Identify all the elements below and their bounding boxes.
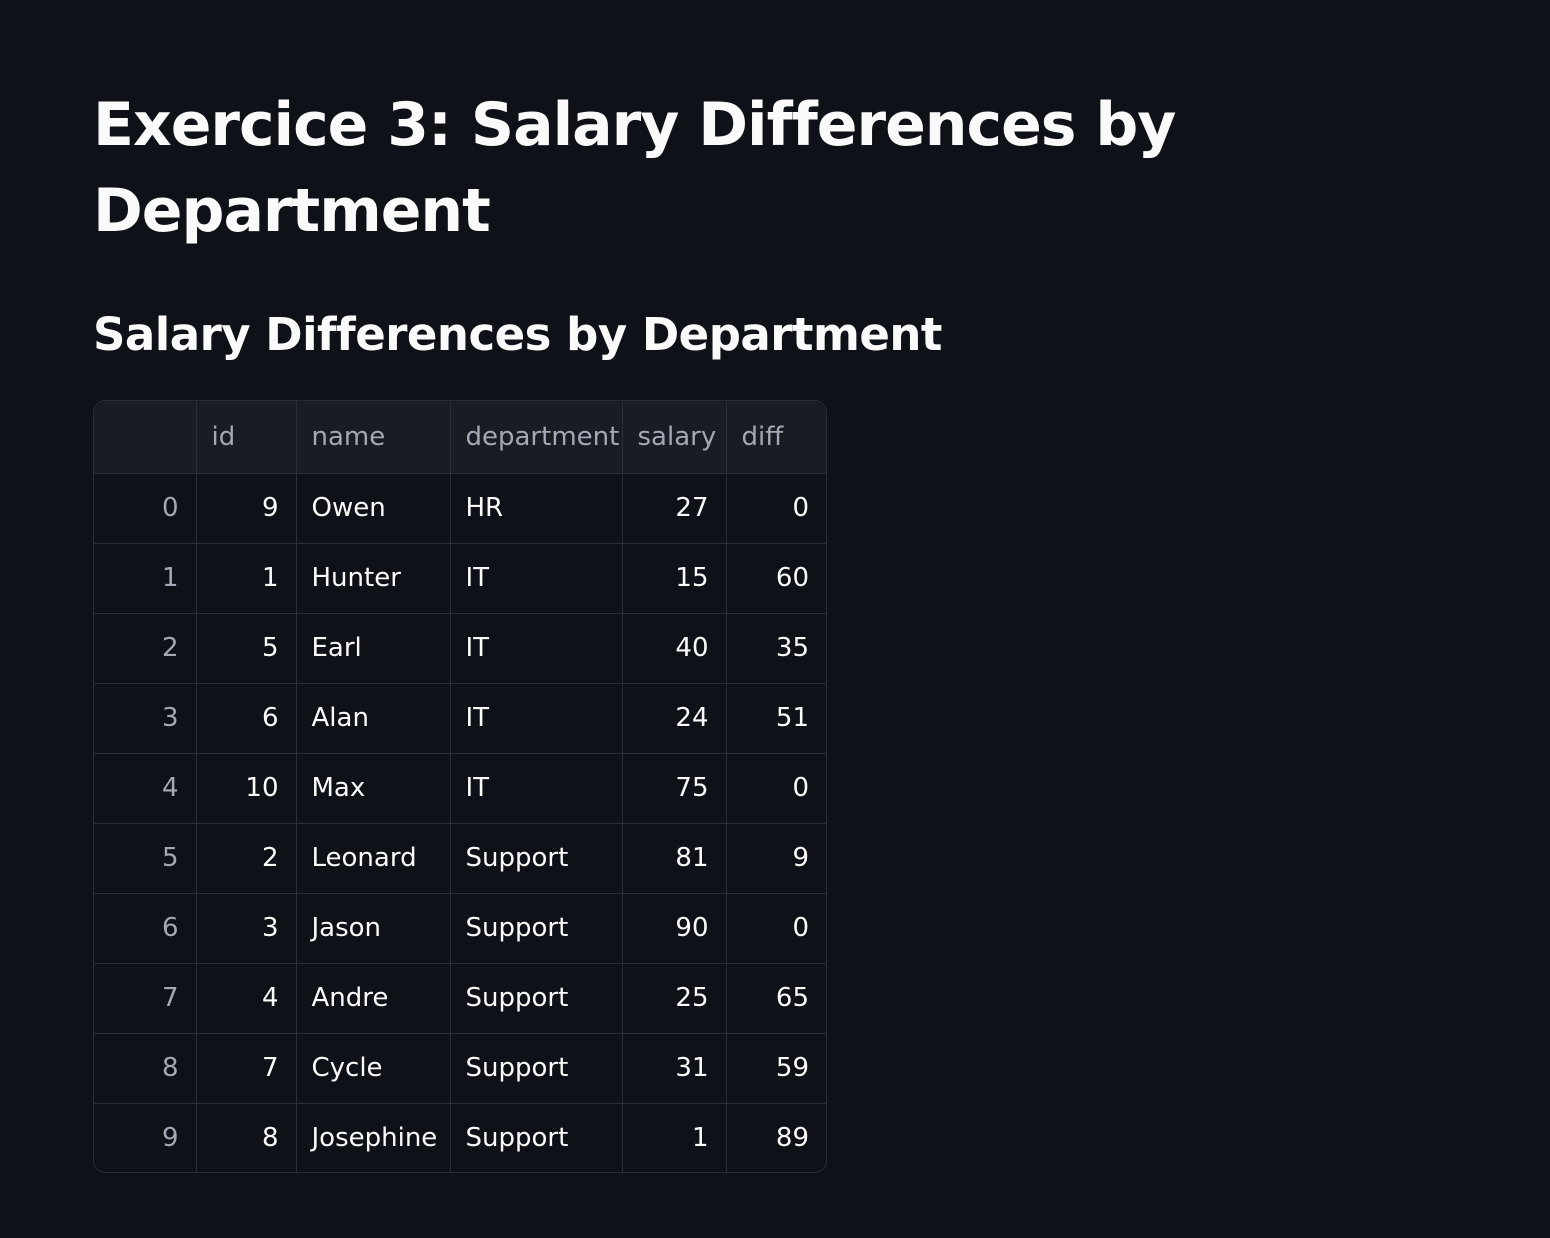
table-row: 4 10 Max IT 75 0	[94, 753, 826, 824]
name-cell[interactable]: Jason	[296, 893, 451, 964]
row-index-cell: 7	[94, 963, 197, 1034]
column-header-index[interactable]	[94, 401, 197, 474]
name-cell[interactable]: Hunter	[296, 543, 451, 614]
table-row: 7 4 Andre Support 25 65	[94, 963, 826, 1034]
row-index-cell: 8	[94, 1033, 197, 1104]
diff-cell[interactable]: 0	[726, 473, 826, 544]
page-title: Exercice 3: Salary Differences by Depart…	[93, 90, 1176, 246]
table-row: 1 1 Hunter IT 15 60	[94, 543, 826, 614]
salary-table: id name department salary diff 0 9 Owen …	[94, 401, 826, 1172]
section-subheader: Salary Differences by Department	[93, 308, 942, 361]
salary-cell[interactable]: 25	[622, 963, 727, 1034]
column-header-name[interactable]: name	[296, 401, 451, 474]
id-cell[interactable]: 9	[196, 473, 297, 544]
name-cell[interactable]: Leonard	[296, 823, 451, 894]
diff-cell[interactable]: 65	[726, 963, 826, 1034]
department-cell[interactable]: Support	[450, 823, 623, 894]
salary-cell[interactable]: 15	[622, 543, 727, 614]
name-cell[interactable]: Max	[296, 753, 451, 824]
id-cell[interactable]: 10	[196, 753, 297, 824]
column-header-id[interactable]: id	[196, 401, 297, 474]
column-header-department[interactable]: department	[450, 401, 623, 474]
department-cell[interactable]: Support	[450, 893, 623, 964]
id-cell[interactable]: 7	[196, 1033, 297, 1104]
name-cell[interactable]: Josephine	[296, 1103, 451, 1172]
department-cell[interactable]: HR	[450, 473, 623, 544]
salary-cell[interactable]: 24	[622, 683, 727, 754]
id-cell[interactable]: 5	[196, 613, 297, 684]
diff-cell[interactable]: 51	[726, 683, 826, 754]
table-row: 9 8 Josephine Support 1 89	[94, 1103, 826, 1172]
dataframe-table[interactable]: id name department salary diff 0 9 Owen …	[93, 400, 827, 1173]
department-cell[interactable]: Support	[450, 963, 623, 1034]
diff-cell[interactable]: 59	[726, 1033, 826, 1104]
table-header-row: id name department salary diff	[94, 401, 826, 474]
table-row: 3 6 Alan IT 24 51	[94, 683, 826, 754]
column-header-diff[interactable]: diff	[726, 401, 826, 474]
salary-cell[interactable]: 31	[622, 1033, 727, 1104]
column-header-salary[interactable]: salary	[622, 401, 727, 474]
diff-cell[interactable]: 0	[726, 893, 826, 964]
department-cell[interactable]: IT	[450, 683, 623, 754]
row-index-cell: 2	[94, 613, 197, 684]
name-cell[interactable]: Alan	[296, 683, 451, 754]
table-row: 8 7 Cycle Support 31 59	[94, 1033, 826, 1104]
row-index-cell: 9	[94, 1103, 197, 1172]
department-cell[interactable]: IT	[450, 613, 623, 684]
salary-cell[interactable]: 81	[622, 823, 727, 894]
salary-cell[interactable]: 40	[622, 613, 727, 684]
diff-cell[interactable]: 60	[726, 543, 826, 614]
department-cell[interactable]: Support	[450, 1033, 623, 1104]
id-cell[interactable]: 8	[196, 1103, 297, 1172]
id-cell[interactable]: 4	[196, 963, 297, 1034]
row-index-cell: 6	[94, 893, 197, 964]
id-cell[interactable]: 3	[196, 893, 297, 964]
row-index-cell: 0	[94, 473, 197, 544]
diff-cell[interactable]: 9	[726, 823, 826, 894]
name-cell[interactable]: Owen	[296, 473, 451, 544]
id-cell[interactable]: 6	[196, 683, 297, 754]
diff-cell[interactable]: 35	[726, 613, 826, 684]
salary-cell[interactable]: 90	[622, 893, 727, 964]
name-cell[interactable]: Earl	[296, 613, 451, 684]
diff-cell[interactable]: 89	[775, 1123, 809, 1154]
row-index-cell: 1	[94, 543, 197, 614]
name-cell[interactable]: Andre	[296, 963, 451, 1034]
salary-cell[interactable]: 75	[622, 753, 727, 824]
diff-cell[interactable]: 0	[726, 753, 826, 824]
salary-cell[interactable]: 27	[622, 473, 727, 544]
table-row: 6 3 Jason Support 90 0	[94, 893, 826, 964]
id-cell[interactable]: 2	[196, 823, 297, 894]
table-row: 0 9 Owen HR 27 0	[94, 473, 826, 544]
table-row: 2 5 Earl IT 40 35	[94, 613, 826, 684]
id-cell[interactable]: 1	[196, 543, 297, 614]
department-cell[interactable]: IT	[450, 753, 623, 824]
department-cell[interactable]: IT	[450, 543, 623, 614]
row-index-cell: 4	[94, 753, 197, 824]
row-index-cell: 3	[94, 683, 197, 754]
row-index-cell: 5	[94, 823, 197, 894]
table-row: 5 2 Leonard Support 81 9	[94, 823, 826, 894]
department-cell[interactable]: Support	[450, 1103, 623, 1172]
salary-cell[interactable]: 1	[622, 1103, 727, 1172]
name-cell[interactable]: Cycle	[296, 1033, 451, 1104]
